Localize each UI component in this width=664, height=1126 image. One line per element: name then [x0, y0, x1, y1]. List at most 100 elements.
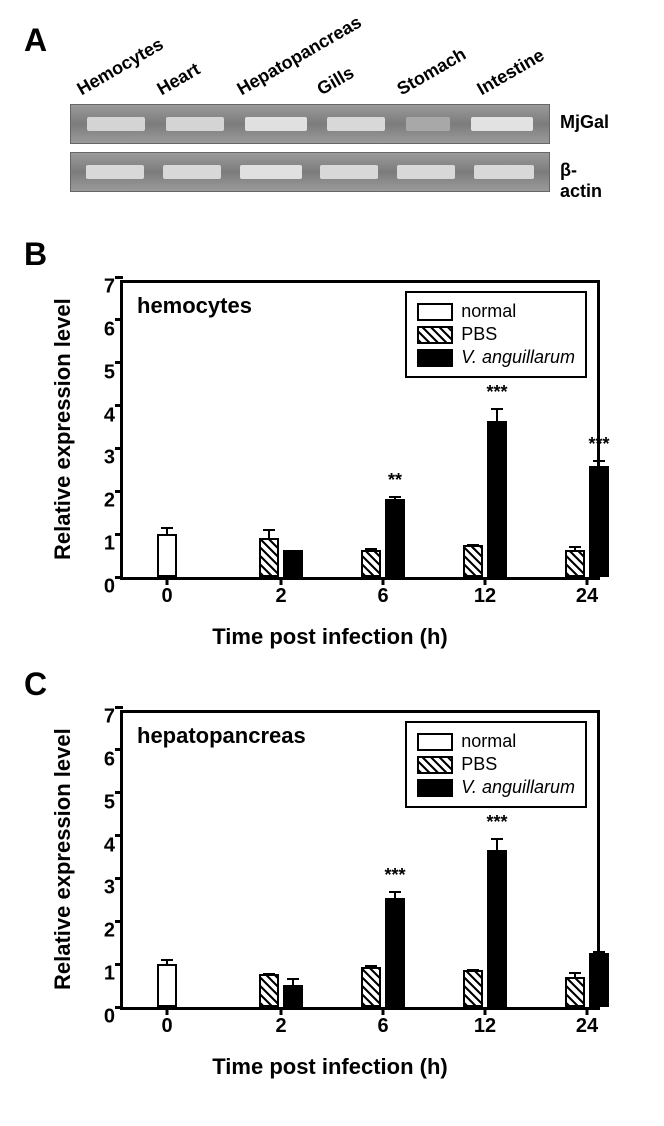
y-tick: 2 [104, 490, 123, 513]
legend-swatch [417, 349, 453, 367]
bar-pbs [259, 974, 279, 1007]
x-tick-mark [166, 577, 169, 585]
y-tick: 0 [104, 1006, 123, 1029]
legend-swatch [417, 303, 453, 321]
y-tick-mark [115, 576, 123, 579]
x-tick-mark [484, 577, 487, 585]
legend-row: V. anguillarum [417, 777, 575, 798]
x-tick-mark [280, 1007, 283, 1015]
bar-pbs [361, 550, 381, 577]
panel-c-label: C [24, 666, 47, 703]
chart-plot: hepatopancreasnormalPBSV. anguillarum012… [120, 710, 600, 1010]
bar-va [283, 985, 303, 1007]
y-tick-mark [115, 748, 123, 751]
bar-va [589, 953, 609, 1007]
legend-swatch [417, 733, 453, 751]
x-tick-mark [280, 577, 283, 585]
legend-swatch [417, 756, 453, 774]
y-tick-mark [115, 318, 123, 321]
legend-label: V. anguillarum [461, 347, 575, 368]
error-cap [263, 973, 275, 975]
y-axis-label: Relative expression level [50, 298, 76, 560]
bar-va [385, 499, 405, 577]
y-tick-mark [115, 404, 123, 407]
error-cap [491, 838, 503, 840]
bar-va [487, 421, 507, 577]
significance-marker: *** [588, 434, 609, 455]
legend-row: PBS [417, 754, 575, 775]
error-bar [394, 892, 396, 900]
y-tick-mark [115, 276, 123, 279]
tissue-labels: HemocytesHeartHepatopancreasGillsStomach… [70, 20, 550, 100]
error-cap [467, 544, 479, 546]
gel-band [474, 165, 534, 179]
significance-marker: ** [388, 470, 402, 491]
x-tick-mark [586, 1007, 589, 1015]
legend-row: normal [417, 301, 575, 322]
error-bar [496, 839, 498, 852]
significance-marker: *** [486, 382, 507, 403]
y-tick-mark [115, 877, 123, 880]
legend-row: normal [417, 731, 575, 752]
y-tick-mark [115, 533, 123, 536]
gel-band [245, 117, 307, 131]
gel-band [240, 165, 302, 179]
error-bar [598, 461, 600, 468]
error-cap [569, 546, 581, 548]
bar-pbs [361, 967, 381, 1007]
error-cap [263, 529, 275, 531]
bar-normal [157, 534, 177, 577]
tissue-label: Hemocytes [74, 34, 168, 100]
panel-a-label: A [24, 22, 47, 59]
significance-marker: *** [486, 812, 507, 833]
legend-label: normal [461, 731, 516, 752]
y-tick: 5 [104, 791, 123, 814]
legend-label: normal [461, 301, 516, 322]
bar-va [589, 466, 609, 577]
chart-title: hepatopancreas [137, 723, 306, 749]
bar-pbs [463, 545, 483, 577]
legend-row: V. anguillarum [417, 347, 575, 368]
gel-row-label: MjGal [560, 112, 609, 133]
tissue-label: Gills [314, 62, 358, 100]
error-bar [166, 528, 168, 536]
error-bar [268, 530, 270, 541]
x-tick-mark [484, 1007, 487, 1015]
x-tick-mark [382, 577, 385, 585]
error-cap [161, 527, 173, 529]
gel-band [397, 165, 455, 179]
bar-pbs [565, 977, 585, 1007]
gel-band [86, 165, 144, 179]
significance-marker: *** [384, 865, 405, 886]
error-cap [389, 496, 401, 498]
y-axis-label: Relative expression level [50, 728, 76, 990]
y-tick-mark [115, 963, 123, 966]
gel-row [70, 152, 550, 192]
x-tick-mark [586, 577, 589, 585]
y-tick: 1 [104, 533, 123, 556]
y-tick-mark [115, 447, 123, 450]
legend-label: PBS [461, 324, 497, 345]
error-bar [292, 979, 294, 987]
error-cap [569, 972, 581, 974]
legend-label: PBS [461, 754, 497, 775]
gel-row-label: β-actin [560, 160, 602, 202]
y-tick: 3 [104, 447, 123, 470]
x-axis-label: Time post infection (h) [40, 624, 620, 650]
error-cap [287, 978, 299, 980]
tissue-label: Intestine [474, 45, 549, 100]
gel-band [320, 165, 378, 179]
bar-va [283, 550, 303, 577]
panel-a-gel: HemocytesHeartHepatopancreasGillsStomach… [70, 20, 590, 220]
y-tick-mark [115, 834, 123, 837]
panel-b-label: B [24, 236, 47, 273]
y-tick: 3 [104, 877, 123, 900]
error-cap [593, 951, 605, 953]
bar-pbs [565, 550, 585, 577]
legend-swatch [417, 779, 453, 797]
y-tick: 4 [104, 834, 123, 857]
y-tick: 1 [104, 963, 123, 986]
bar-pbs [463, 970, 483, 1007]
legend-row: PBS [417, 324, 575, 345]
bar-va [385, 898, 405, 1007]
